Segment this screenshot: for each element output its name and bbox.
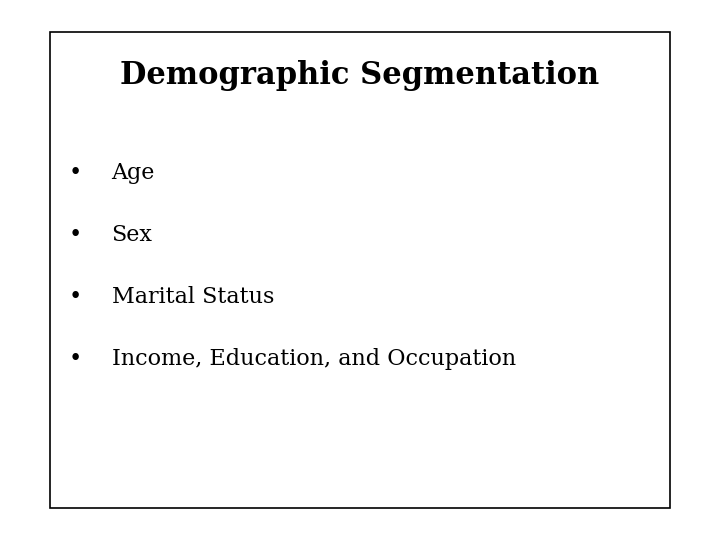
Text: Marital Status: Marital Status [112, 286, 274, 308]
Text: Age: Age [112, 162, 155, 184]
Text: •: • [69, 286, 82, 308]
Text: •: • [69, 162, 82, 184]
Text: Income, Education, and Occupation: Income, Education, and Occupation [112, 348, 516, 370]
Text: •: • [69, 348, 82, 370]
Text: Demographic Segmentation: Demographic Segmentation [120, 60, 600, 91]
Text: •: • [69, 224, 82, 246]
Text: Sex: Sex [112, 224, 153, 246]
FancyBboxPatch shape [50, 32, 670, 508]
